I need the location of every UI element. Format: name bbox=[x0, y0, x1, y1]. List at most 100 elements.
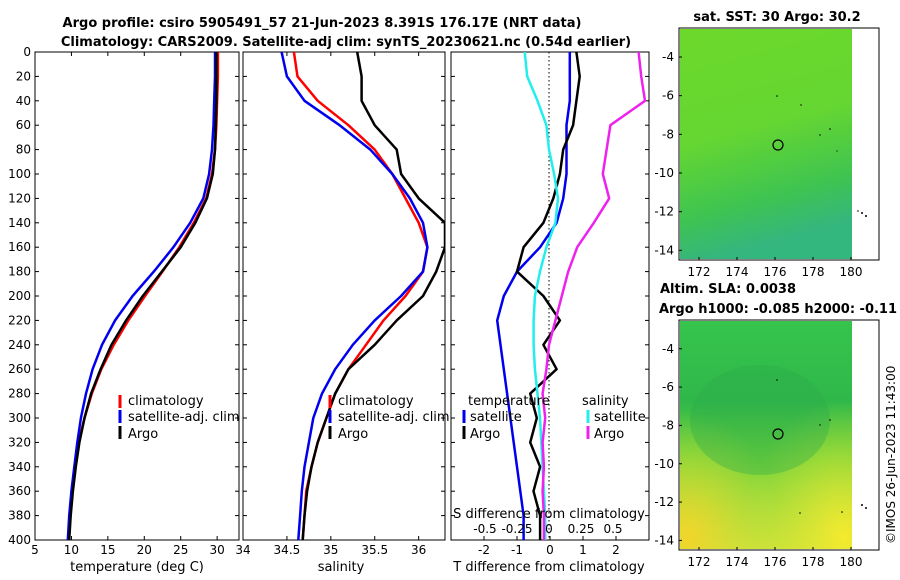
sal-legend-argo: Argo bbox=[338, 427, 368, 442]
t-diff-label: T difference from climatology bbox=[452, 560, 645, 575]
map-lon-label: 172 bbox=[688, 265, 711, 279]
depth-tick-label: 180 bbox=[8, 265, 31, 279]
map-lat-label: -6 bbox=[662, 89, 674, 103]
sst-argo-marker bbox=[772, 139, 784, 151]
depth-tick-label: 60 bbox=[16, 118, 31, 132]
map-lat-label: -12 bbox=[654, 205, 674, 219]
temperature-x-tick-label: 5 bbox=[31, 543, 39, 557]
sst-field bbox=[680, 29, 852, 259]
depth-tick-label: 140 bbox=[8, 216, 31, 230]
diff-legend-temp-argo: Argo bbox=[470, 427, 500, 442]
diff-series-salinity-satellite bbox=[523, 52, 560, 540]
diff-legend-salinity-header: salinity bbox=[582, 394, 629, 409]
depth-tick-label: 160 bbox=[8, 240, 31, 254]
depth-tick-label: 0 bbox=[23, 45, 31, 59]
map-lon-label: 178 bbox=[802, 555, 825, 569]
depth-tick-label: 20 bbox=[16, 69, 31, 83]
map-lat-label: -10 bbox=[654, 166, 674, 180]
diff-x-tick-label: -1 bbox=[511, 543, 523, 557]
diff-x-tick-label: -2 bbox=[478, 543, 490, 557]
sla-map-title-1: Altim. SLA: 0.0038 bbox=[660, 282, 796, 297]
depth-tick-label: 100 bbox=[8, 167, 31, 181]
sal-legend-satellite: satellite-adj. clim bbox=[338, 410, 450, 425]
depth-tick-label: 280 bbox=[8, 387, 31, 401]
s-diff-label: S difference from climatology bbox=[453, 507, 645, 522]
salinity-x-tick-label: 35.5 bbox=[361, 543, 388, 557]
map-lat-label: -10 bbox=[654, 457, 674, 471]
sst-island-dots bbox=[776, 95, 867, 217]
depth-tick-label: 260 bbox=[8, 362, 31, 376]
map-lat-label: -8 bbox=[662, 127, 674, 141]
depth-tick-label: 80 bbox=[16, 143, 31, 157]
title-line-1: Argo profile: csiro 5905491_57 21-Jun-20… bbox=[63, 16, 582, 31]
depth-tick-label: 120 bbox=[8, 191, 31, 205]
legend-argo: Argo bbox=[128, 427, 158, 442]
depth-tick-label: 340 bbox=[8, 460, 31, 474]
salinity-legend: climatology satellite-adj. clim Argo bbox=[328, 394, 450, 442]
salinity-x-tick-label: 35 bbox=[323, 543, 338, 557]
depth-tick-label: 300 bbox=[8, 411, 31, 425]
s-diff-tick-label: 0.5 bbox=[603, 522, 622, 536]
s-diff-tick-label: 0 bbox=[545, 522, 553, 536]
depth-tick-label: 320 bbox=[8, 435, 31, 449]
map-lon-label: 176 bbox=[764, 265, 787, 279]
title-line-2: Climatology: CARS2009. Satellite-adj cli… bbox=[61, 35, 631, 50]
map-lon-label: 180 bbox=[840, 555, 863, 569]
map-lat-label: -4 bbox=[662, 342, 674, 356]
salinity-axes-box bbox=[242, 51, 446, 541]
s-diff-tick-label: 0.25 bbox=[568, 522, 595, 536]
temperature-xlabel: temperature (deg C) bbox=[70, 560, 204, 575]
salinity-panel: 34 34.5 35 35.5 36 salinity climatology sate… bbox=[235, 51, 450, 575]
map-lat-label: -6 bbox=[662, 380, 674, 394]
diff-legend-sal-satellite: satellite bbox=[594, 410, 646, 425]
salinity-series-argo bbox=[301, 52, 445, 540]
diff-x-tick-label: 1 bbox=[579, 543, 587, 557]
diff-x-tick-label: 2 bbox=[612, 543, 620, 557]
sla-island-dots bbox=[776, 379, 867, 514]
salinity-x-tick-label: 36 bbox=[411, 543, 426, 557]
s-diff-tick-label: -0.25 bbox=[501, 522, 532, 536]
diff-legend-sal-argo: Argo bbox=[594, 427, 624, 442]
difference-legend: temperature satellite Argo salinity sate… bbox=[462, 394, 646, 442]
temperature-series-argo bbox=[67, 52, 218, 540]
temperature-legend: climatology satellite-adj. clim Argo bbox=[118, 394, 240, 442]
map-lat-label: -4 bbox=[662, 50, 674, 64]
map-lon-label: 180 bbox=[840, 265, 863, 279]
map-lon-label: 172 bbox=[688, 555, 711, 569]
salinity-series-climatology bbox=[292, 52, 429, 540]
difference-axes-box bbox=[450, 51, 650, 541]
salinity-xlabel: salinity bbox=[318, 560, 365, 575]
diff-series-temperature-satellite bbox=[495, 52, 572, 540]
map-lat-label: -8 bbox=[662, 418, 674, 432]
diff-series-temperature-argo bbox=[515, 52, 581, 540]
diff-legend-temp-satellite: satellite bbox=[470, 410, 522, 425]
map-lon-label: 176 bbox=[764, 555, 787, 569]
sal-legend-climatology: climatology bbox=[338, 394, 414, 409]
temperature-axes-box bbox=[34, 51, 240, 541]
map-lon-label: 174 bbox=[726, 265, 749, 279]
s-diff-tick-label: -0.5 bbox=[473, 522, 496, 536]
temperature-x-tick-label: 15 bbox=[100, 543, 115, 557]
temperature-series-satellite-adj-clim bbox=[66, 52, 217, 540]
sst-map: sat. SST: 30 Argo: 30.2 172 174 176 178 180 -… bbox=[654, 10, 880, 279]
temperature-x-tick-label: 20 bbox=[137, 543, 152, 557]
salinity-x-tick-label: 34 bbox=[235, 543, 250, 557]
map-lat-label: -12 bbox=[654, 495, 674, 509]
temperature-x-tick-label: 30 bbox=[210, 543, 225, 557]
map-lon-label: 174 bbox=[726, 555, 749, 569]
map-lat-label: -14 bbox=[654, 533, 674, 547]
legend-climatology: climatology bbox=[128, 394, 204, 409]
depth-tick-label: 200 bbox=[8, 289, 31, 303]
temperature-x-tick-label: 25 bbox=[173, 543, 188, 557]
temperature-x-tick-label: 10 bbox=[64, 543, 79, 557]
temperature-panel: 0204060801001201401601802002202402602803… bbox=[8, 45, 649, 575]
sst-map-title: sat. SST: 30 Argo: 30.2 bbox=[693, 10, 860, 25]
depth-tick-label: 40 bbox=[16, 94, 31, 108]
depth-tick-label: 400 bbox=[8, 533, 31, 547]
imos-watermark: ©IMOS 26-Jun-2023 11:43:00 bbox=[884, 366, 898, 544]
depth-tick-label: 360 bbox=[8, 484, 31, 498]
difference-panel: -2 -1 0 1 2 S difference from climatology -0… bbox=[450, 51, 650, 575]
sla-map-title-2: Argo h1000: -0.085 h2000: -0.11 bbox=[659, 302, 897, 317]
depth-tick-label: 380 bbox=[8, 509, 31, 523]
